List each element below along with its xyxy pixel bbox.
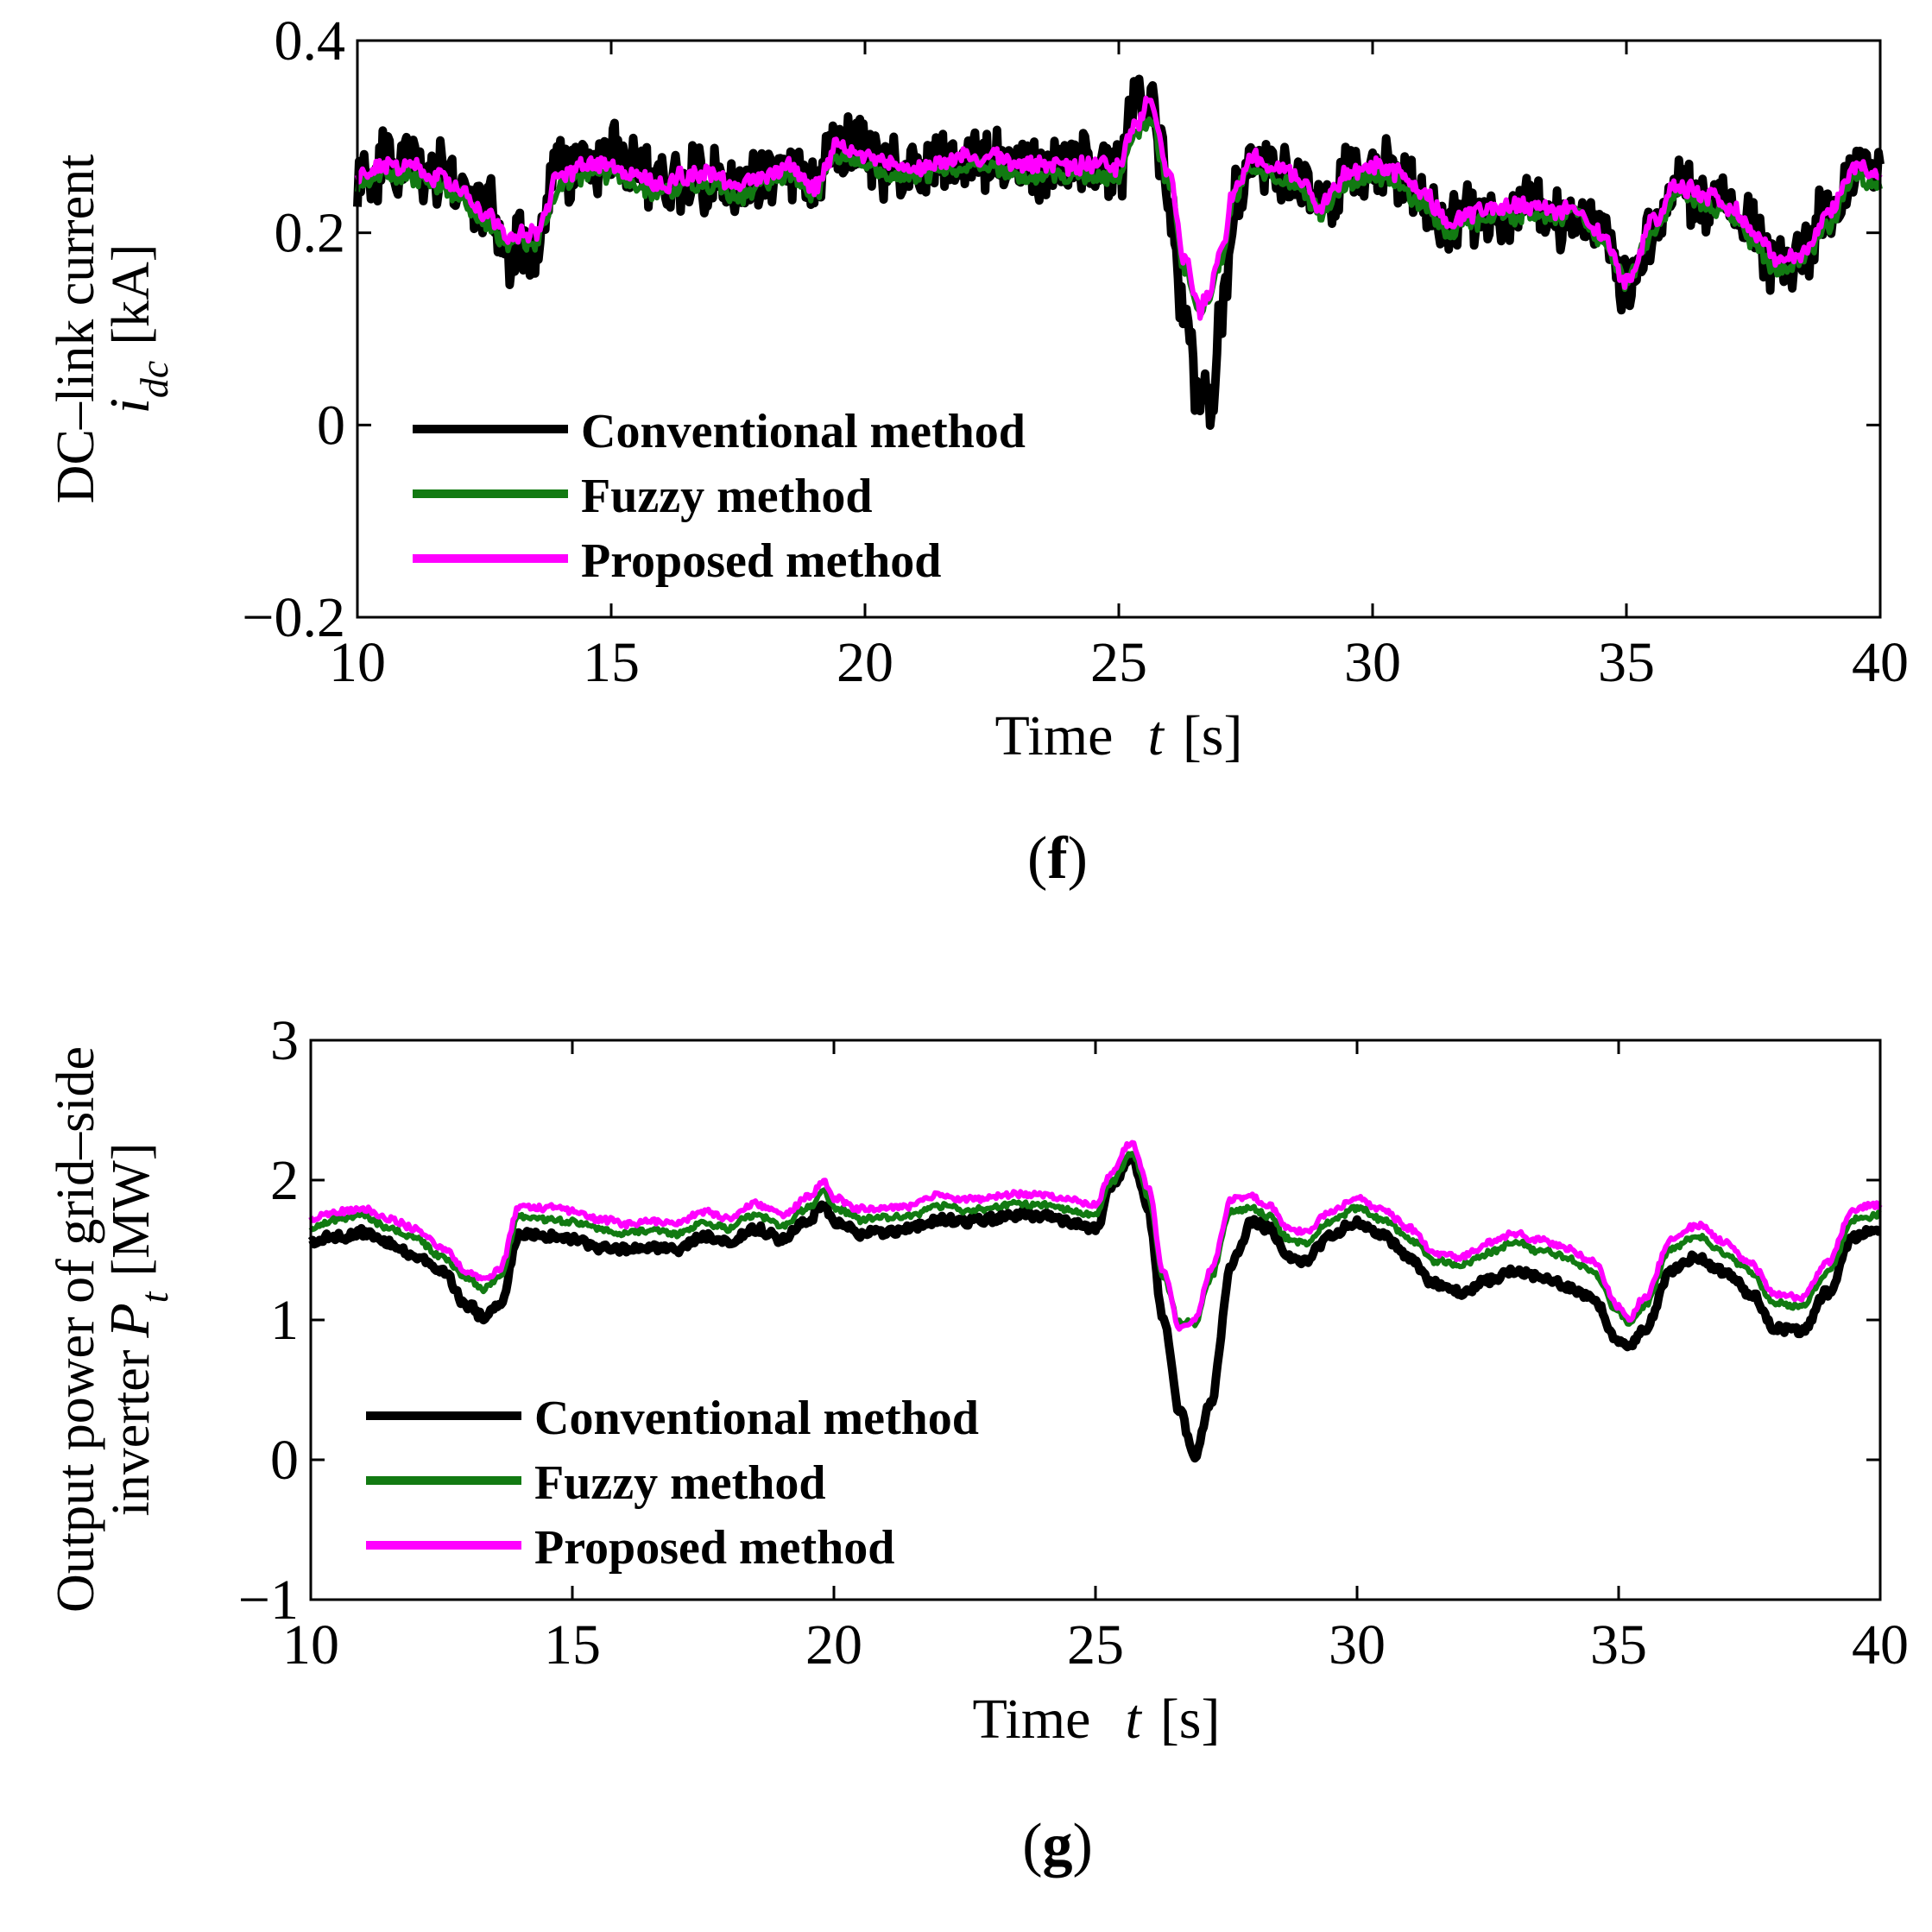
y-tick-label-g: 2 [270,1149,299,1212]
x-tick-label-f: 40 [1852,631,1909,694]
y-tick-label-g: 0 [270,1429,299,1492]
x-tick-label-f: 15 [583,631,640,694]
series-line-proposed-f [355,95,1883,321]
tick-labels-f: 10 15 20 25 30 35 40 −0.2 0 0.2 0.4 [242,9,1909,694]
plot-frame-g [309,1039,1882,1601]
y-label-line1-f: DC–link current [47,155,105,504]
y-tick-label-g: −1 [238,1569,299,1632]
x-tick-label-g: 20 [805,1613,862,1676]
legend-label-proposed-f: Proposed method [581,534,941,588]
panel-label-g: (g) [1022,1812,1093,1878]
x-tick-label-f: 10 [329,631,386,694]
x-tick-label-g: 30 [1329,1613,1386,1676]
ticks-g [309,1039,1882,1601]
x-tick-label-g: 10 [282,1613,339,1676]
y-label-prefix-g: inverter [102,1349,161,1516]
x-label-unit-g: [s] [1160,1688,1221,1751]
y-tick-label-f: 0.4 [275,9,346,73]
legend-f: Conventional method Fuzzy method Propose… [413,405,1026,588]
y-label-unit-g: [MW] [102,1143,161,1277]
x-axis-label-f: Time t [s] [995,704,1243,767]
x-label-var-g: t [1125,1688,1142,1751]
tick-labels-g: 10 15 20 25 30 35 40 −1 0 1 2 3 [238,1009,1909,1676]
y-label-line1-g: Output power of grid–side [47,1046,105,1613]
legend-label-fuzzy-f: Fuzzy method [581,470,873,523]
x-tick-label-g: 25 [1067,1613,1124,1676]
x-label-unit-f: [s] [1183,704,1243,767]
y-axis-label-g: Output power of grid–side inverter Pt [MW] [47,1046,176,1613]
panel-letter-g: g [1043,1812,1073,1878]
x-tick-label-g: 40 [1852,1613,1909,1676]
x-axis-label-g: Time t [s] [973,1688,1221,1751]
x-tick-label-f: 25 [1090,631,1147,694]
x-tick-label-g: 35 [1590,1613,1647,1676]
panel-letter-f: f [1047,825,1068,892]
legend-label-conventional-g: Conventional method [534,1392,979,1445]
x-label-var-f: t [1147,704,1165,767]
y-label-unit-f: [kA] [102,244,161,345]
series-line-conventional-f [353,74,1885,430]
x-label-prefix-g: Time [973,1688,1091,1751]
ticks-f [356,39,1882,619]
y-label-sub-g: t [132,1291,176,1303]
chart-f: 10 15 20 25 30 35 40 −0.2 0 0.2 0.4 Time t [s] DC–li… [47,9,1909,892]
y-label-var-f: i [98,398,161,414]
panel-label-f: (f) [1027,825,1088,892]
series-line-proposed-g [308,1140,1883,1332]
y-tick-label-g: 1 [270,1289,299,1352]
y-tick-label-f: −0.2 [242,586,345,649]
series-line-conventional-g [307,1151,1883,1463]
x-tick-label-f: 30 [1344,631,1401,694]
y-label-line2-f: idc [kA] [98,244,176,414]
y-label-var-g: P [98,1303,161,1338]
series-line-fuzzy-g [308,1151,1882,1329]
x-tick-label-g: 15 [544,1613,601,1676]
y-label-sub-f: dc [132,361,176,398]
series-layer-g [307,1140,1883,1463]
y-tick-label-f: 0.2 [275,202,346,265]
legend-g: Conventional method Fuzzy method Propose… [366,1392,979,1575]
plot-frame-f [356,39,1882,619]
y-label-line2-g: inverter Pt [MW] [98,1143,176,1517]
x-label-prefix-f: Time [995,704,1114,767]
y-tick-label-f: 0 [317,394,345,457]
y-axis-label-f: DC–link current idc [kA] [47,155,176,504]
legend-label-conventional-f: Conventional method [581,405,1026,458]
y-tick-label-g: 3 [270,1009,299,1072]
x-tick-label-f: 20 [837,631,893,694]
x-tick-label-f: 35 [1598,631,1655,694]
legend-label-fuzzy-g: Fuzzy method [534,1456,826,1510]
legend-label-proposed-g: Proposed method [534,1521,894,1575]
series-layer-f [353,74,1885,430]
